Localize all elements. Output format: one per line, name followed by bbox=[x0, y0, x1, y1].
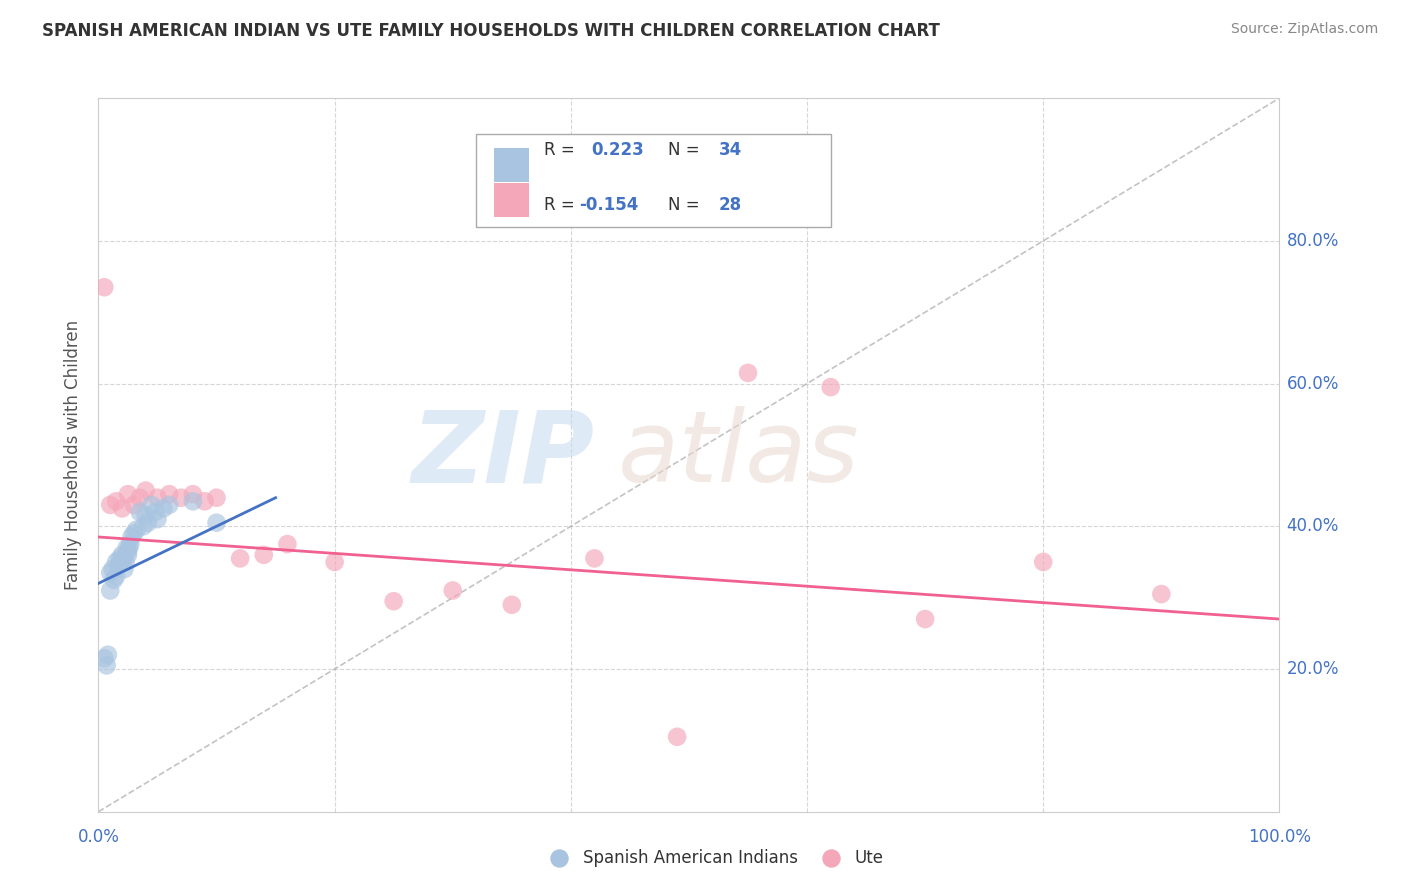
Point bbox=[101, 562, 124, 576]
Point bbox=[107, 558, 129, 573]
Text: Ute: Ute bbox=[855, 849, 883, 867]
Point bbox=[122, 526, 145, 541]
Point bbox=[323, 555, 346, 569]
Point bbox=[737, 366, 759, 380]
Point bbox=[170, 491, 193, 505]
Point bbox=[820, 380, 842, 394]
Point bbox=[583, 551, 606, 566]
Point bbox=[135, 483, 157, 498]
Point bbox=[253, 548, 276, 562]
Point bbox=[132, 519, 155, 533]
Point bbox=[135, 508, 157, 523]
Text: 28: 28 bbox=[718, 195, 741, 214]
Point bbox=[205, 516, 228, 530]
Text: 34: 34 bbox=[718, 141, 742, 159]
Point bbox=[112, 551, 135, 566]
Point bbox=[118, 541, 141, 555]
Point bbox=[111, 548, 134, 562]
Point bbox=[146, 491, 169, 505]
Text: 60.0%: 60.0% bbox=[1286, 375, 1339, 392]
Point bbox=[157, 498, 180, 512]
Text: atlas: atlas bbox=[619, 407, 859, 503]
Text: N =: N = bbox=[668, 195, 704, 214]
Point bbox=[108, 551, 131, 566]
Point bbox=[117, 548, 139, 562]
Text: 80.0%: 80.0% bbox=[1286, 232, 1339, 250]
Point bbox=[105, 569, 128, 583]
Point bbox=[105, 494, 128, 508]
Point bbox=[93, 280, 115, 294]
Point bbox=[229, 551, 252, 566]
Bar bbox=[477, 134, 831, 227]
Text: ZIP: ZIP bbox=[412, 407, 595, 503]
Point bbox=[98, 566, 121, 580]
Point bbox=[111, 501, 134, 516]
Text: SPANISH AMERICAN INDIAN VS UTE FAMILY HOUSEHOLDS WITH CHILDREN CORRELATION CHART: SPANISH AMERICAN INDIAN VS UTE FAMILY HO… bbox=[42, 22, 941, 40]
Text: 100.0%: 100.0% bbox=[1249, 828, 1310, 846]
Point bbox=[103, 573, 125, 587]
Text: -0.154: -0.154 bbox=[579, 195, 638, 214]
Point bbox=[820, 851, 842, 865]
Point bbox=[97, 648, 120, 662]
Point bbox=[141, 498, 163, 512]
Point bbox=[441, 583, 464, 598]
Text: R =: R = bbox=[544, 141, 579, 159]
Point bbox=[121, 530, 143, 544]
Point bbox=[128, 491, 150, 505]
Point bbox=[1032, 555, 1054, 569]
Text: N =: N = bbox=[668, 141, 704, 159]
Point bbox=[914, 612, 936, 626]
Point bbox=[152, 501, 174, 516]
Point bbox=[117, 487, 139, 501]
Point bbox=[181, 487, 204, 501]
Point bbox=[548, 851, 571, 865]
Text: 0.223: 0.223 bbox=[591, 141, 644, 159]
Point bbox=[143, 505, 166, 519]
Point bbox=[115, 541, 138, 555]
Point bbox=[117, 544, 139, 558]
Point bbox=[276, 537, 298, 551]
Point bbox=[382, 594, 405, 608]
Text: 0.0%: 0.0% bbox=[77, 828, 120, 846]
Text: 40.0%: 40.0% bbox=[1286, 517, 1339, 535]
Text: Source: ZipAtlas.com: Source: ZipAtlas.com bbox=[1230, 22, 1378, 37]
Bar bbox=[494, 148, 530, 182]
Text: Spanish American Indians: Spanish American Indians bbox=[582, 849, 797, 867]
Point bbox=[146, 512, 169, 526]
Point bbox=[98, 498, 121, 512]
Point bbox=[501, 598, 523, 612]
Point bbox=[112, 562, 135, 576]
Point bbox=[114, 555, 136, 569]
Point bbox=[181, 494, 204, 508]
Point bbox=[105, 555, 128, 569]
Point bbox=[120, 537, 142, 551]
Point bbox=[128, 505, 150, 519]
Point bbox=[122, 498, 145, 512]
Point bbox=[136, 516, 159, 530]
Bar bbox=[494, 183, 530, 218]
Point bbox=[93, 651, 115, 665]
Point bbox=[205, 491, 228, 505]
Point bbox=[666, 730, 689, 744]
Point bbox=[194, 494, 217, 508]
Point bbox=[125, 523, 148, 537]
Y-axis label: Family Households with Children: Family Households with Children bbox=[65, 320, 83, 590]
Point bbox=[96, 658, 118, 673]
Point bbox=[98, 583, 121, 598]
Text: R =: R = bbox=[544, 195, 579, 214]
Point bbox=[1150, 587, 1173, 601]
Text: 20.0%: 20.0% bbox=[1286, 660, 1339, 678]
Point bbox=[157, 487, 180, 501]
